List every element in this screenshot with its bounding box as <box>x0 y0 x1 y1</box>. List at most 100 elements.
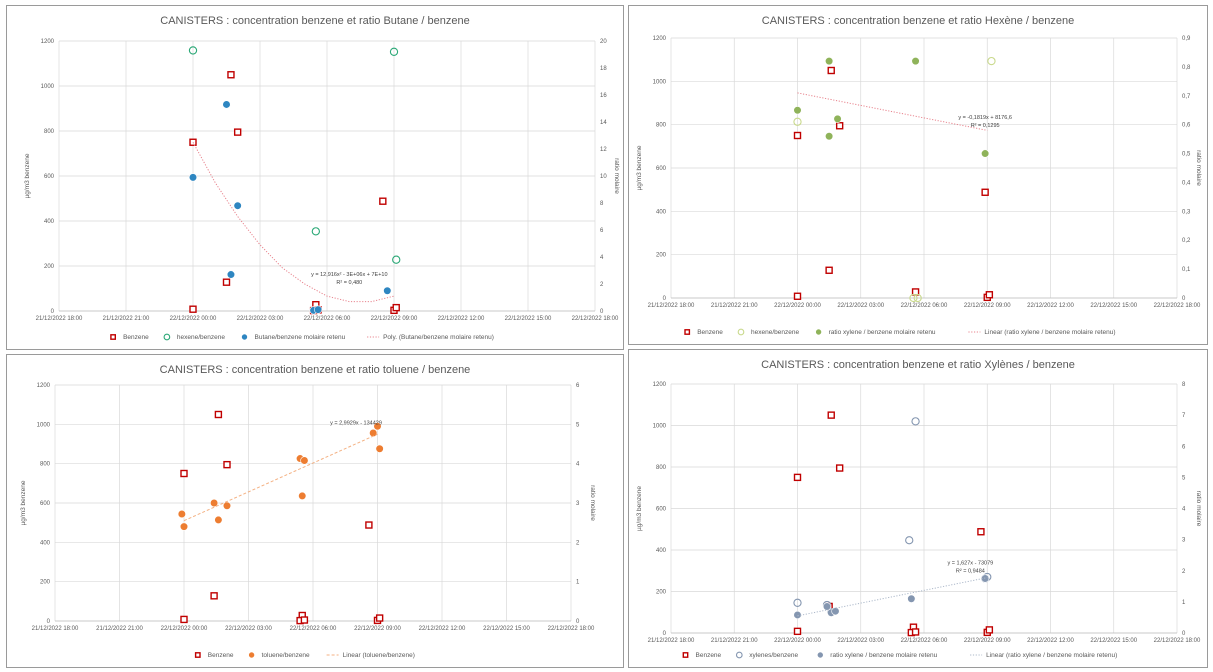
data-point <box>228 72 234 78</box>
data-point <box>227 271 235 279</box>
y-axis-label: µg/m3 benzene <box>20 480 27 525</box>
data-point <box>235 129 241 135</box>
data-point <box>178 510 186 518</box>
x-tick-label: 22/12/2022 03:00 <box>237 316 284 322</box>
y2-tick-label: 0 <box>576 619 580 625</box>
y-tick-label: 400 <box>656 209 667 215</box>
y2-tick-label: 8 <box>1182 382 1186 388</box>
y2-tick-label: 3 <box>1182 538 1186 544</box>
x-tick-label: 22/12/2022 15:00 <box>483 626 530 632</box>
x-tick-label: 21/12/2022 21:00 <box>711 303 758 309</box>
y2-tick-label: 5 <box>1182 475 1186 481</box>
chart-title: CANISTERS : concentration benzene et rat… <box>761 359 1075 371</box>
x-tick-label: 22/12/2022 15:00 <box>505 316 552 322</box>
x-tick-label: 22/12/2022 18:00 <box>548 626 595 632</box>
data-point <box>298 492 306 500</box>
legend-item: xylenes/benzene <box>737 652 799 659</box>
chart-title: CANISTERS : concentration benzene et rat… <box>160 364 471 376</box>
x-tick-label: 22/12/2022 00:00 <box>170 316 217 322</box>
legend-label: Poly. (Butane/benzene molaire retenu) <box>383 334 494 341</box>
legend-label: Linear (ratio xylene / benzene molaire r… <box>986 652 1117 659</box>
y-tick-label: 200 <box>656 253 667 259</box>
y-tick-label: 800 <box>44 129 55 135</box>
trendline-equation: y = 1,627x - 73079 <box>948 561 994 567</box>
y-tick-label: 0 <box>663 631 667 637</box>
data-point <box>189 174 197 182</box>
x-tick-label: 22/12/2022 15:00 <box>1090 303 1137 309</box>
data-point <box>912 418 919 425</box>
y2-tick-label: 6 <box>1182 444 1186 450</box>
data-point <box>912 57 920 65</box>
legend-swatch <box>816 329 822 335</box>
y-axis-label: µg/m3 benzene <box>636 486 643 531</box>
y2-tick-label: 2 <box>1182 569 1186 575</box>
legend-label: Benzene <box>123 334 149 341</box>
y2-tick-label: 0 <box>600 309 604 315</box>
y-tick-label: 0 <box>47 619 51 625</box>
x-tick-label: 22/12/2022 00:00 <box>161 626 208 632</box>
trendline-equation: y = 2,9929x - 134429 <box>330 420 382 426</box>
data-point <box>825 132 833 140</box>
legend-label: hexene/benzene <box>751 329 799 336</box>
x-tick-label: 22/12/2022 09:00 <box>964 303 1011 309</box>
legend-item: hexene/benzene <box>164 334 225 341</box>
y2-tick-label: 3 <box>576 501 580 507</box>
y-tick-label: 1000 <box>653 79 667 85</box>
data-point <box>301 617 307 623</box>
legend-item: Linear (ratio xylene / benzene molaire r… <box>968 329 1115 336</box>
data-point <box>384 287 392 295</box>
x-tick-label: 21/12/2022 18:00 <box>648 638 695 644</box>
y-tick-label: 600 <box>656 507 667 513</box>
data-point <box>913 629 919 635</box>
data-point <box>986 627 992 633</box>
x-tick-label: 22/12/2022 00:00 <box>774 638 821 644</box>
x-tick-label: 22/12/2022 06:00 <box>901 638 948 644</box>
chart-panel-hexene: CANISTERS : concentration benzene et rat… <box>628 5 1208 345</box>
chart-svg: CANISTERS : concentration benzene et rat… <box>629 350 1207 667</box>
y-tick-label: 800 <box>656 465 667 471</box>
trendline-equation: R² = 0,1295 <box>971 123 1000 129</box>
y2-tick-label: 14 <box>600 120 607 126</box>
legend-label: Benzene <box>208 652 234 659</box>
data-point <box>215 412 221 418</box>
x-tick-label: 21/12/2022 18:00 <box>648 303 695 309</box>
y2-tick-label: 0,3 <box>1182 209 1191 215</box>
y2-tick-label: 7 <box>1182 413 1186 419</box>
data-point <box>314 306 322 314</box>
x-tick-label: 22/12/2022 06:00 <box>901 303 948 309</box>
legend-label: ratio xylene / benzene molaire retenu <box>829 329 936 336</box>
y2-tick-label: 6 <box>576 383 580 389</box>
chart-panel-xylenes: CANISTERS : concentration benzene et rat… <box>628 349 1208 668</box>
y-tick-label: 0 <box>51 309 55 315</box>
y-tick-label: 200 <box>656 590 667 596</box>
y2-tick-label: 0,6 <box>1182 123 1191 129</box>
legend-label: Benzene <box>697 329 723 336</box>
x-tick-label: 22/12/2022 12:00 <box>419 626 466 632</box>
legend-item: Benzene <box>111 334 149 341</box>
data-point <box>190 139 196 145</box>
chart-svg: CANISTERS : concentration benzene et rat… <box>629 6 1207 344</box>
y2-tick-label: 2 <box>600 282 604 288</box>
data-point <box>828 412 834 418</box>
y2-tick-label: 4 <box>600 255 604 261</box>
x-tick-label: 22/12/2022 09:00 <box>354 626 401 632</box>
chart-panel-toluene: CANISTERS : concentration benzene et rat… <box>6 354 624 668</box>
legend-item: Benzene <box>196 652 234 659</box>
series-group <box>178 412 383 624</box>
y2-tick-label: 4 <box>576 462 580 468</box>
y-tick-label: 1000 <box>41 84 55 90</box>
data-point <box>837 123 843 129</box>
data-point <box>380 198 386 204</box>
x-tick-label: 22/12/2022 18:00 <box>1154 638 1201 644</box>
trendline-equation: R² = 0,480 <box>336 280 362 286</box>
trendline-equation: y = 12,916x² - 3E+06x + 7E+10 <box>311 272 387 278</box>
y2-tick-label: 0 <box>1182 296 1186 302</box>
y2-tick-label: 6 <box>600 228 604 234</box>
x-tick-label: 21/12/2022 18:00 <box>36 316 83 322</box>
legend-item: toluene/benzene <box>249 652 310 659</box>
data-point <box>795 474 801 480</box>
y2-tick-label: 20 <box>600 39 607 45</box>
y-tick-label: 600 <box>656 166 667 172</box>
y2-tick-label: 18 <box>600 66 607 72</box>
y2-tick-label: 0,7 <box>1182 94 1191 100</box>
